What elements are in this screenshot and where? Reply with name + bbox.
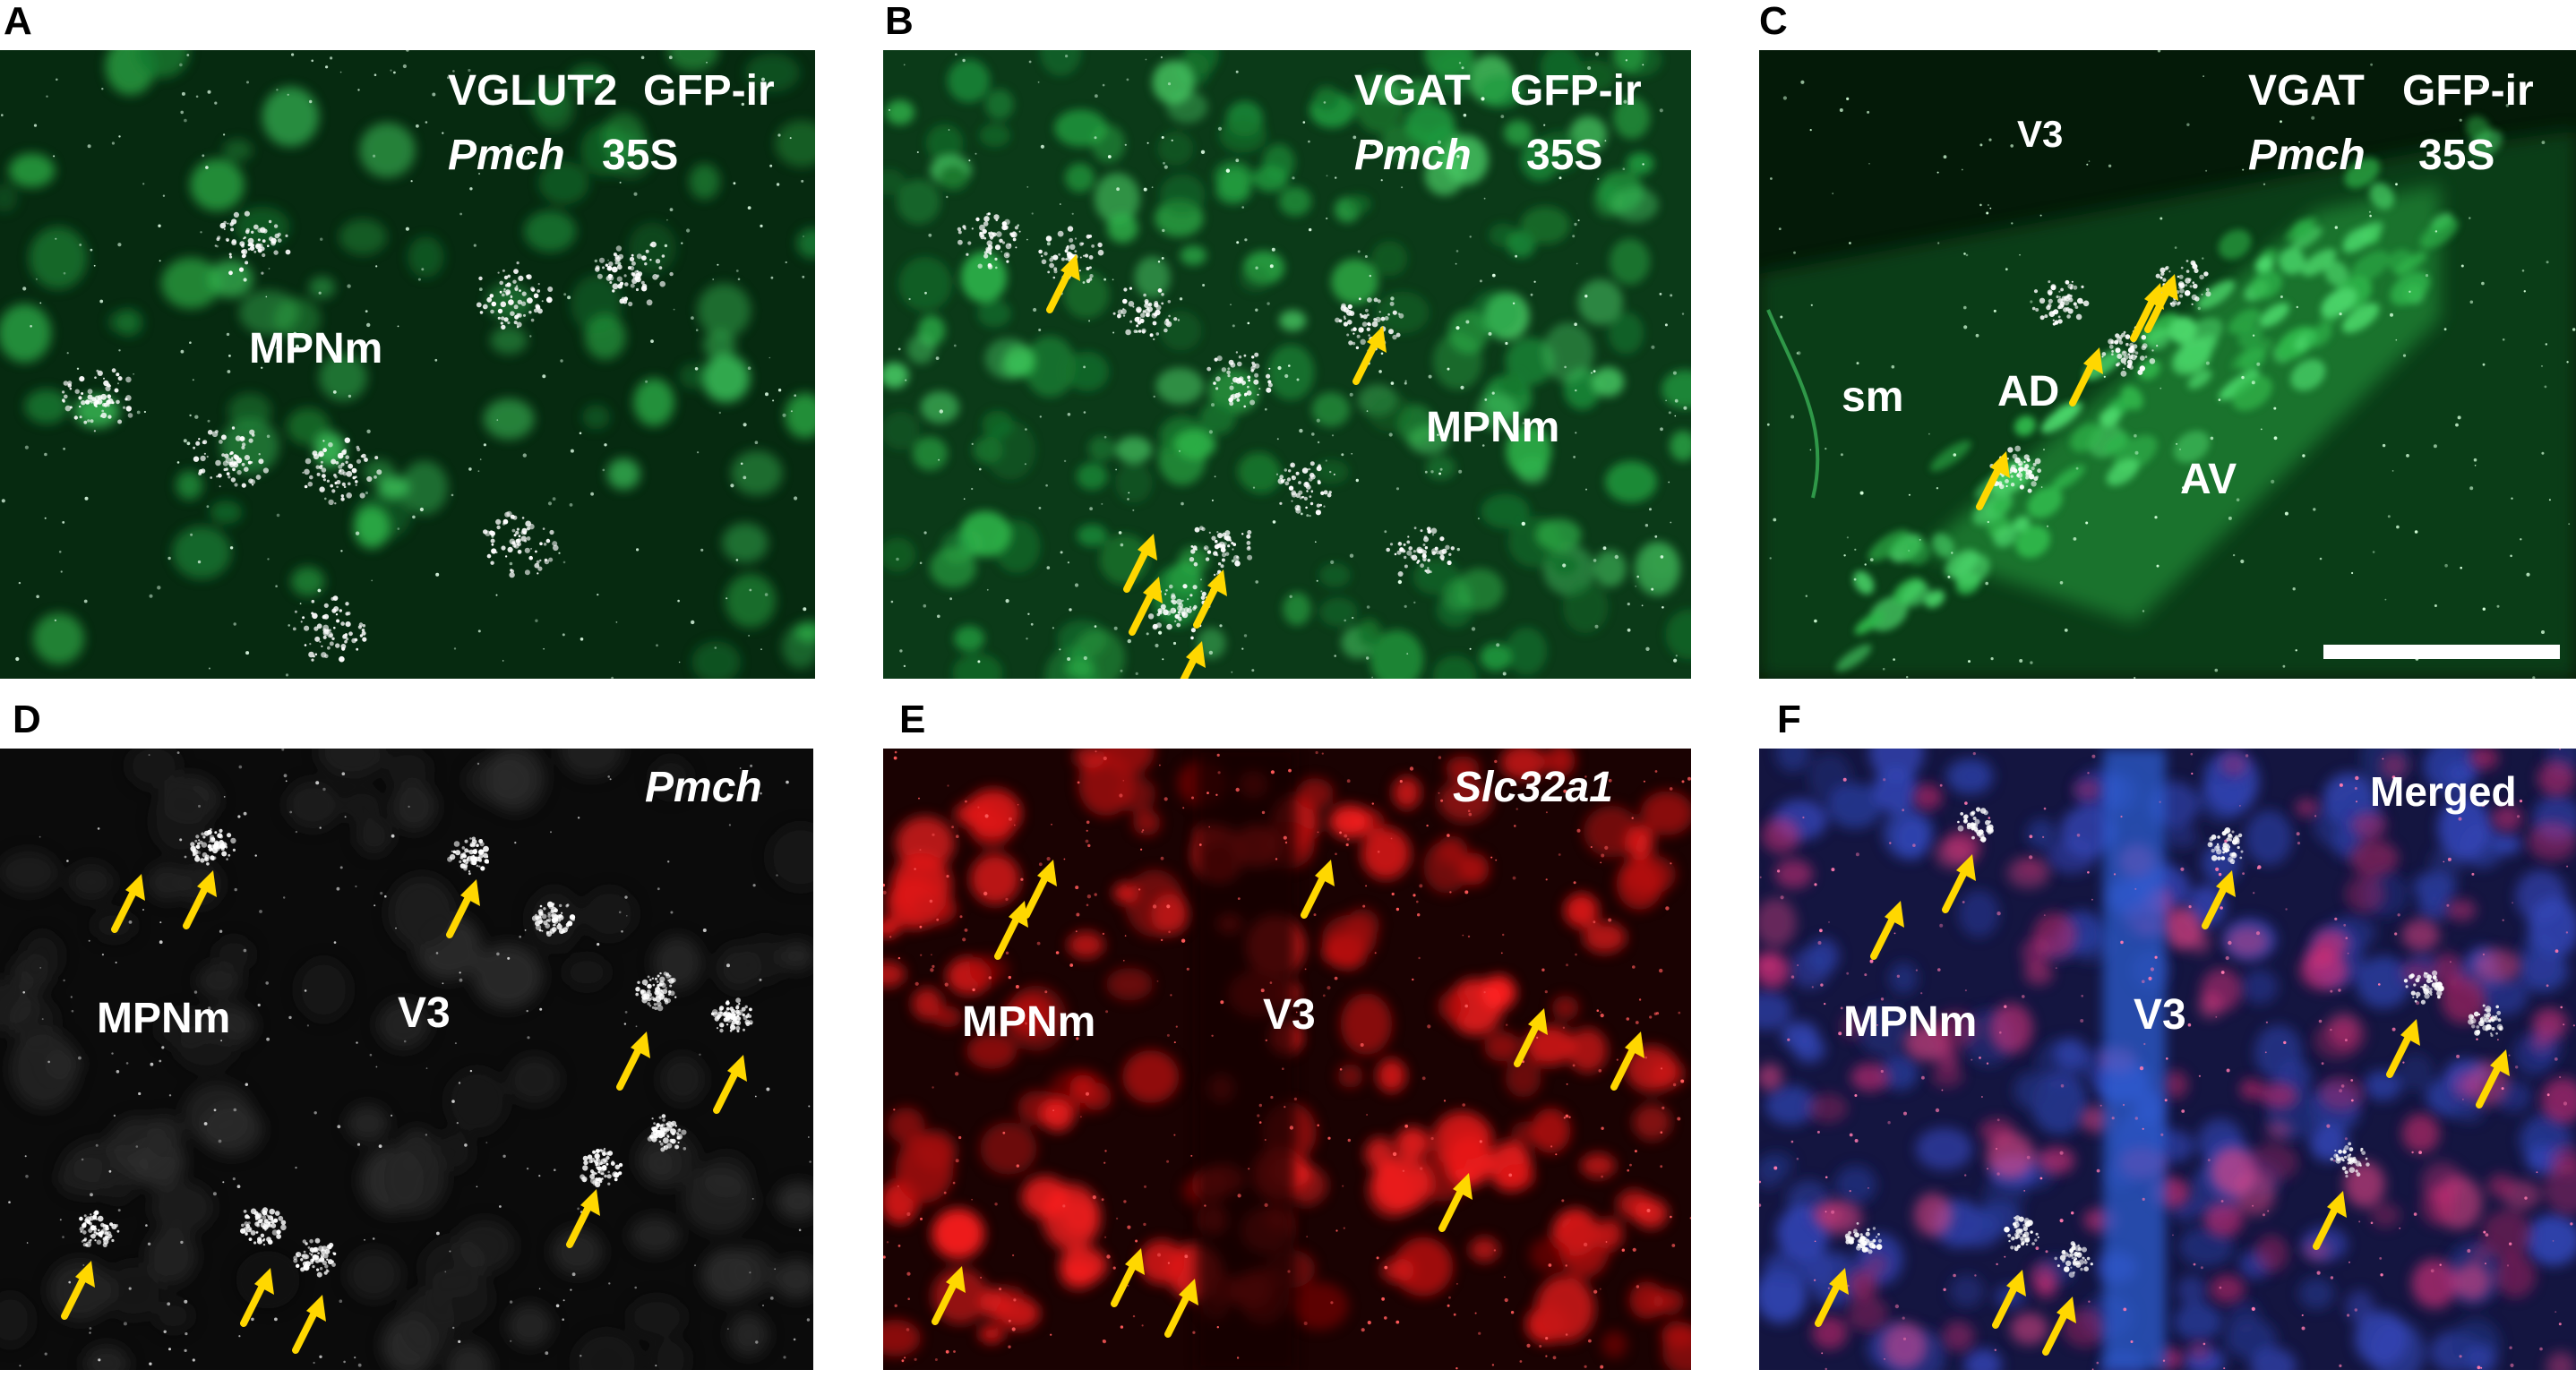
panel-c-label-v3: V3: [2017, 113, 2064, 155]
yellow-arrow-icon: [1610, 1031, 1644, 1091]
yellow-arrow-icon: [1942, 854, 1976, 913]
panel-f-label-v3: V3: [2134, 991, 2186, 1039]
panel-d-label-v3: V3: [398, 989, 451, 1037]
panel-c-image: VGAT GFP-ir Pmch 35S V3 sm AD AV: [1759, 50, 2576, 679]
panel-a-label-probe: 35S: [602, 132, 679, 179]
panel-d-label-region: MPNm: [97, 995, 231, 1042]
yellow-arrow-icon: [61, 1261, 95, 1320]
yellow-arrow-icon: [994, 901, 1028, 960]
yellow-arrow-icon: [932, 1266, 966, 1325]
panel-f-label-region: MPNm: [1843, 998, 1978, 1046]
panel-a-label-marker: VGLUT2: [448, 67, 618, 115]
yellow-arrow-icon: [1023, 860, 1057, 919]
panel-f-label-merged: Merged: [2370, 768, 2517, 815]
yellow-arrow-icon: [713, 1055, 747, 1114]
yellow-arrow-icon: [2386, 1019, 2420, 1078]
yellow-arrow-icon: [1164, 1279, 1198, 1338]
yellow-arrow-icon: [1111, 1248, 1145, 1307]
panel-b-label-gfp: GFP-ir: [1510, 67, 1642, 115]
yellow-arrow-icon: [240, 1268, 274, 1327]
yellow-arrow-icon: [1123, 534, 1157, 593]
yellow-arrow-icon: [1046, 254, 1080, 313]
panel-e-image: Slc32a1 MPNm V3: [883, 749, 1691, 1370]
panel-a-label-gfp: GFP-ir: [643, 67, 775, 115]
panel-b-label-marker: VGAT: [1354, 67, 1471, 115]
yellow-arrow-icon: [1129, 577, 1163, 636]
panel-c-label-probe: 35S: [2418, 132, 2495, 179]
yellow-arrow-icon: [1992, 1270, 2026, 1329]
panel-a-background: [0, 50, 815, 679]
panel-letter-a: A: [4, 0, 32, 43]
yellow-arrow-icon: [2144, 274, 2178, 333]
yellow-arrow-icon: [616, 1031, 650, 1091]
yellow-arrow-icon: [183, 870, 217, 929]
yellow-arrow-icon: [292, 1295, 326, 1354]
panel-letter-b: B: [885, 0, 914, 43]
panel-c-label-sm: sm: [1842, 373, 1904, 421]
yellow-arrow-icon: [1193, 569, 1227, 629]
panel-c-background: [1759, 50, 2576, 679]
panel-letter-f: F: [1777, 698, 1801, 741]
panel-a-label-region: MPNm: [249, 325, 383, 372]
panel-a-label-gene: Pmch: [448, 132, 565, 179]
yellow-arrow-icon: [1301, 860, 1335, 919]
yellow-arrow-icon: [2476, 1049, 2510, 1108]
panel-d-background: [0, 749, 813, 1370]
yellow-arrow-icon: [111, 874, 145, 933]
yellow-arrow-icon: [1976, 451, 2010, 510]
panel-a-image: VGLUT2 GFP-ir Pmch 35S MPNm: [0, 50, 815, 679]
panel-letter-c: C: [1759, 0, 1788, 43]
yellow-arrow-icon: [566, 1189, 600, 1248]
panel-letter-e: E: [899, 698, 926, 741]
yellow-arrow-icon: [2313, 1191, 2347, 1250]
panel-e-background: [883, 749, 1691, 1370]
panel-c-label-gene: Pmch: [2248, 132, 2366, 179]
panel-d-image: Pmch MPNm V3: [0, 749, 813, 1370]
panel-b-label-probe: 35S: [1526, 132, 1603, 179]
panel-e-label-region: MPNm: [962, 998, 1096, 1046]
panel-e-label-v3: V3: [1263, 991, 1316, 1039]
panel-b-label-region: MPNm: [1426, 404, 1560, 451]
yellow-arrow-icon: [1180, 641, 1206, 679]
panel-d-label-gene: Pmch: [645, 764, 762, 811]
panel-b-image: VGAT GFP-ir Pmch 35S MPNm: [883, 50, 1691, 679]
yellow-arrow-icon: [2042, 1297, 2076, 1356]
panel-e-label-gene: Slc32a1: [1453, 764, 1613, 811]
yellow-arrow-icon: [1815, 1268, 1849, 1327]
yellow-arrow-icon: [1514, 1008, 1548, 1067]
panel-f-background: [1759, 749, 2576, 1370]
panel-letter-d: D: [13, 698, 41, 741]
yellow-arrow-icon: [446, 879, 480, 938]
yellow-arrow-icon: [1438, 1173, 1473, 1232]
yellow-arrow-icon: [2069, 347, 2103, 407]
yellow-arrow-icon: [1352, 326, 1387, 385]
scale-bar: [2323, 645, 2560, 659]
panel-c-label-ad: AD: [1997, 368, 2060, 415]
panel-c-label-gfp: GFP-ir: [2402, 67, 2534, 115]
yellow-arrow-icon: [1870, 901, 1904, 960]
yellow-arrow-icon: [2202, 870, 2236, 929]
panel-f-image: Merged MPNm V3: [1759, 749, 2576, 1370]
panel-c-label-marker: VGAT: [2248, 67, 2365, 115]
panel-b-label-gene: Pmch: [1354, 132, 1472, 179]
panel-b-background: [883, 50, 1691, 679]
panel-c-label-av: AV: [2180, 456, 2237, 503]
